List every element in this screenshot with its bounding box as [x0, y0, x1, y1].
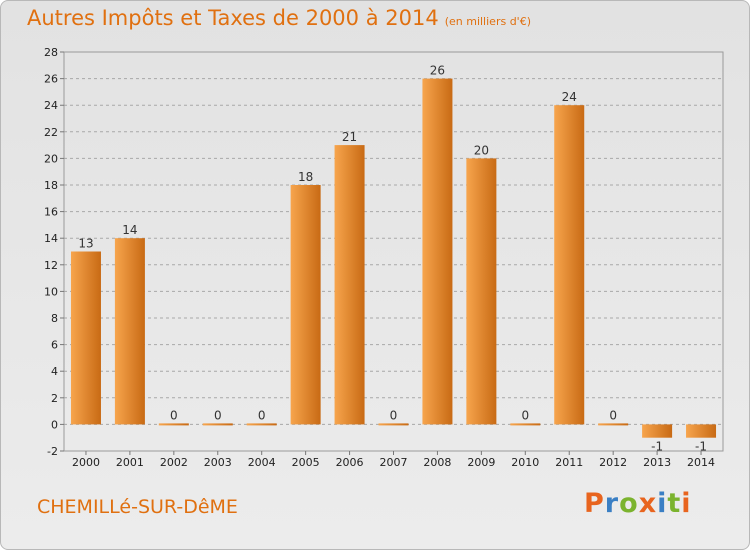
x-tick-label: 2003: [204, 456, 232, 469]
bar: [598, 423, 629, 426]
data-label: -1: [695, 440, 707, 454]
y-tick-label: 10: [44, 285, 58, 298]
x-tick-label: 2009: [467, 456, 495, 469]
data-label: 0: [390, 408, 398, 422]
chart-title: Autres Impôts et Taxes de 2000 à 2014 (en…: [27, 6, 531, 30]
x-tick-label: 2008: [423, 456, 451, 469]
y-tick-label: 8: [51, 312, 58, 325]
bar: [290, 185, 321, 425]
data-label: 24: [562, 90, 577, 104]
y-tick-label: -2: [47, 445, 58, 458]
bar: [158, 423, 189, 426]
y-tick-label: 18: [44, 179, 58, 192]
logo-letter: t: [667, 488, 682, 519]
chart-subtitle: (en milliers d'€): [444, 15, 531, 28]
y-tick-label: 2: [51, 392, 58, 405]
label-layer: 13 14 0 0 0 18 21 0 26 20 0 24 0 -1 -1: [78, 64, 707, 454]
logo-letter: x: [638, 488, 658, 519]
data-label: 18: [298, 170, 313, 184]
y-tick-label: 14: [44, 232, 58, 245]
logo-letter: P: [584, 488, 605, 519]
y-tick-label: 16: [44, 206, 58, 219]
bar: [334, 145, 365, 425]
x-tick-label: 2013: [643, 456, 671, 469]
x-tick-label: 2005: [292, 456, 320, 469]
bar: [686, 424, 717, 438]
y-tick-label: 22: [44, 126, 58, 139]
bar-layer: [70, 78, 717, 438]
x-tick-label: 2010: [511, 456, 539, 469]
bar: [642, 424, 673, 438]
data-label: 21: [342, 130, 357, 144]
proxiti-logo: Proxiti: [584, 488, 692, 519]
x-tick-label: 2014: [687, 456, 715, 469]
data-label: 0: [521, 408, 529, 422]
logo-letter: i: [657, 488, 668, 519]
bar: [70, 251, 101, 425]
y-tick-label: 4: [51, 365, 58, 378]
x-tick-label: 2002: [160, 456, 188, 469]
bar: [114, 238, 145, 425]
y-tick-label: 0: [51, 418, 58, 431]
plot-border: [63, 51, 724, 452]
x-tick-label: 2011: [555, 456, 583, 469]
x-tick-label: 2006: [336, 456, 364, 469]
bar: [510, 423, 541, 426]
data-label: 0: [214, 408, 222, 422]
y-tick-label: 6: [51, 339, 58, 352]
x-tick-label: 2001: [116, 456, 144, 469]
bar: [378, 423, 409, 426]
data-label: 13: [78, 237, 93, 251]
bar: [422, 78, 453, 425]
y-tick-label: 26: [44, 73, 58, 86]
x-tick-label: 2000: [72, 456, 100, 469]
chart-title-text: Autres Impôts et Taxes de 2000 à 2014: [27, 6, 439, 30]
bar: [466, 158, 497, 425]
x-tick-label: 2007: [380, 456, 408, 469]
y-tick-label: 20: [44, 152, 58, 165]
y-tick-label: 28: [44, 46, 58, 59]
logo-letter: o: [619, 488, 639, 519]
data-label: 14: [122, 223, 137, 237]
y-tick-label: 12: [44, 259, 58, 272]
data-label: 26: [430, 64, 445, 78]
data-label: 0: [258, 408, 266, 422]
x-tick-label: 2012: [599, 456, 627, 469]
y-tick-label: 24: [44, 99, 58, 112]
logo-letter: i: [681, 488, 692, 519]
data-label: 20: [474, 143, 489, 157]
logo-letter: r: [604, 488, 620, 519]
data-label: 0: [609, 408, 617, 422]
bar: [246, 423, 277, 426]
bar: [554, 105, 585, 425]
commune-name: CHEMILLé-SUR-DêME: [37, 496, 238, 518]
data-label: -1: [651, 440, 663, 454]
grid-layer: [64, 51, 723, 452]
x-tick-label: 2004: [248, 456, 276, 469]
data-label: 0: [170, 408, 178, 422]
bar: [202, 423, 233, 426]
